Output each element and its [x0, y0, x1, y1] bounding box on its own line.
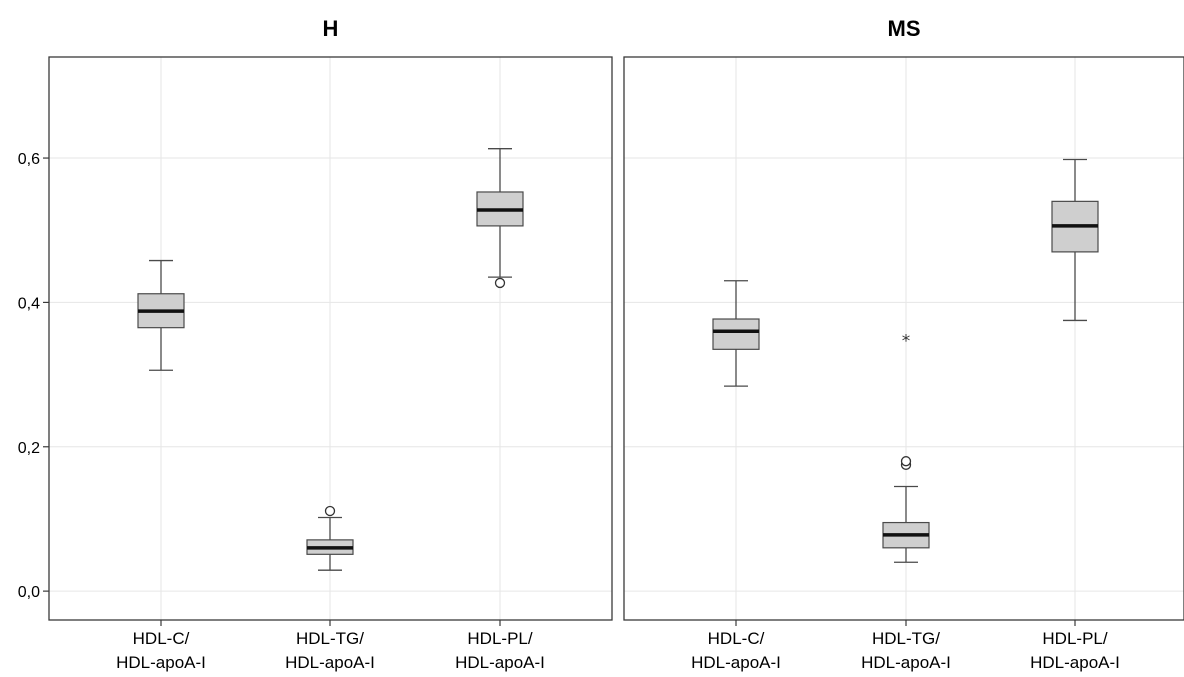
x-category-label: HDL-TG/	[872, 629, 940, 648]
x-category-label: HDL-PL/	[467, 629, 532, 648]
y-tick-label: 0,4	[18, 295, 40, 312]
x-category-label: HDL-apoA-I	[285, 653, 375, 672]
outlier-point	[324, 505, 336, 517]
x-category-label: HDL-C/	[133, 629, 190, 648]
x-category-label: HDL-apoA-I	[455, 653, 545, 672]
extreme-point: *	[902, 332, 911, 352]
x-category-label: HDL-C/	[708, 629, 765, 648]
y-tick-label: 0,6	[18, 151, 40, 168]
y-tick-label: 0,0	[18, 584, 40, 601]
x-category-label: HDL-apoA-I	[861, 653, 951, 672]
x-category-label: HDL-TG/	[296, 629, 364, 648]
y-tick-label: 0,2	[18, 440, 40, 457]
panel-frame	[623, 56, 1184, 621]
x-category-label: HDL-apoA-I	[116, 653, 206, 672]
x-category-label: HDL-apoA-I	[691, 653, 781, 672]
x-category-label: HDL-apoA-I	[1030, 653, 1120, 672]
outlier-point	[494, 277, 506, 289]
box-iqr	[712, 318, 760, 350]
outlier-point	[900, 456, 912, 467]
x-category-label: HDL-PL/	[1042, 629, 1107, 648]
panel-title: MS	[888, 16, 921, 41]
panel-title: H	[323, 16, 339, 41]
